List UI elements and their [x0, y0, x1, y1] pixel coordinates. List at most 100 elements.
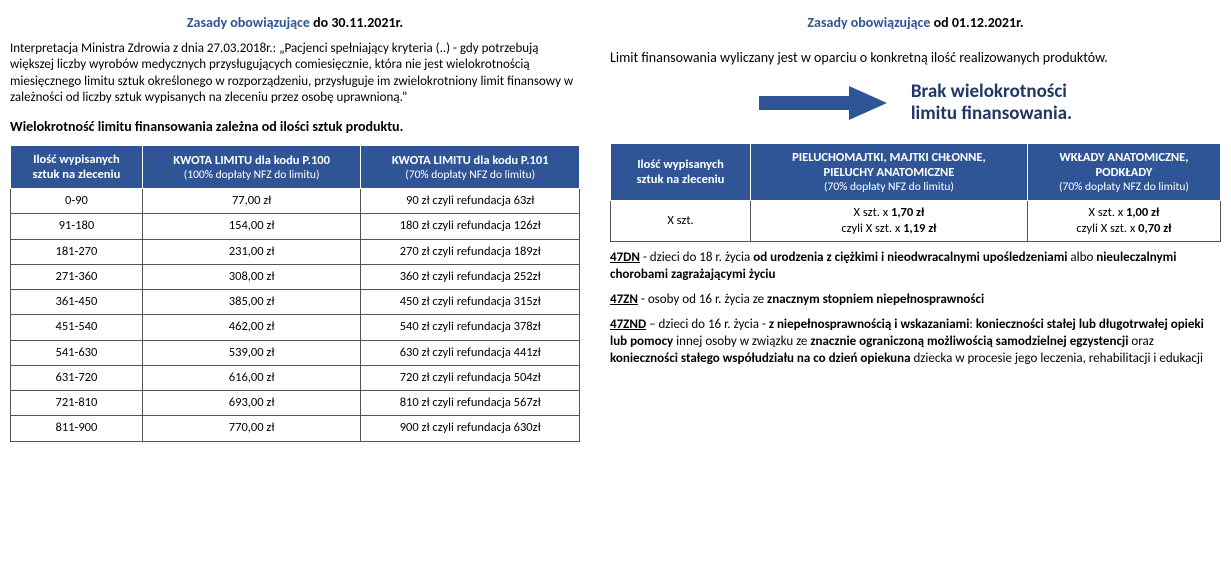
- rt-c-pre1: X szt. x: [1089, 205, 1126, 220]
- table-row: 181-270231,00 zł270 zł czyli refundacja …: [11, 239, 580, 264]
- right-table: Ilość wypisanych sztuk na zleceniu PIELU…: [610, 143, 1221, 243]
- code-47zn: 47ZN - osoby od 16 r. życia ze znacznym …: [610, 292, 1221, 309]
- codes-block: 47DN - dzieci do 18 r. życia od urodzeni…: [610, 250, 1221, 367]
- arrow-caption: Brak wielokrotności limitu finansowania.: [911, 81, 1072, 125]
- table-cell: 270 zł czyli refundacja 189zł: [361, 239, 580, 264]
- arrow-caption-l2: limitu finansowania.: [911, 102, 1072, 125]
- rt-c-pre2: czyli X szt. x: [1076, 221, 1138, 236]
- right-td-a: X szt.: [611, 200, 751, 242]
- table-cell: 810 zł czyli refundacja 567zł: [361, 391, 580, 416]
- right-heading-black: od 01.12.2021r.: [930, 14, 1023, 31]
- left-table-body: 0-9077,00 zł90 zł czyli refundacja 63zł9…: [11, 189, 580, 442]
- table-cell: 154,00 zł: [142, 214, 361, 239]
- table-row: 451-540462,00 zł540 zł czyli refundacja …: [11, 315, 580, 340]
- left-column: Zasady obowiązujące do 30.11.2021r. Inte…: [10, 10, 580, 442]
- left-table-header-row: Ilość wypisanych sztuk na zleceniu KWOTA…: [11, 146, 580, 189]
- table-cell: 271-360: [11, 264, 143, 289]
- left-th-1-l2: sztuk na zleceniu: [33, 167, 121, 182]
- right-th-2-l1: PIELUCHOMAJTKI, MAJTKI CHŁONNE,: [792, 150, 986, 165]
- left-heading-black: do 30.11.2021r.: [310, 14, 403, 31]
- code-47dn: 47DN - dzieci do 18 r. życia od urodzeni…: [610, 250, 1221, 284]
- right-th-3-l3: (70% dopłaty NFZ do limitu): [1036, 180, 1212, 194]
- table-cell: 360 zł czyli refundacja 252zł: [361, 264, 580, 289]
- left-th-2: KWOTA LIMITU dla kodu P.100 (100% dopłat…: [142, 146, 361, 189]
- table-cell: 308,00 zł: [142, 264, 361, 289]
- table-cell: 462,00 zł: [142, 315, 361, 340]
- left-th-3: KWOTA LIMITU dla kodu P.101 (70% dopłaty…: [361, 146, 580, 189]
- left-th-1-l1: Ilość wypisanych: [33, 152, 120, 167]
- rt-b-b2: 1,19 zł: [903, 221, 936, 236]
- table-cell: 361-450: [11, 290, 143, 315]
- c3-t1: – dzieci do 16 r. życia -: [646, 317, 769, 332]
- right-th-2-l3: (70% dopłaty NFZ do limitu): [759, 180, 1019, 194]
- table-cell: 721-810: [11, 391, 143, 416]
- table-row: 811-900770,00 zł900 zł czyli refundacja …: [11, 416, 580, 441]
- c2-b1: znacznym stopniem niepełnosprawności: [767, 292, 984, 307]
- right-table-header-row: Ilość wypisanych sztuk na zleceniu PIELU…: [611, 143, 1221, 200]
- right-th-2-l2: PIELUCHY ANATOMICZNE: [823, 165, 954, 180]
- table-cell: 0-90: [11, 189, 143, 214]
- left-th-3-l1: KWOTA LIMITU dla kodu P.101: [392, 153, 549, 168]
- right-th-3: WKŁADY ANATOMICZNE, PODKŁADY (70% dopłat…: [1027, 143, 1220, 200]
- table-row: 631-720616,00 zł720 zł czyli refundacja …: [11, 365, 580, 390]
- table-row: 721-810693,00 zł810 zł czyli refundacja …: [11, 391, 580, 416]
- right-column: Zasady obowiązujące od 01.12.2021r. Limi…: [610, 10, 1221, 442]
- table-row: 271-360308,00 zł360 zł czyli refundacja …: [11, 264, 580, 289]
- code-47zn-label: 47ZN: [610, 292, 638, 307]
- right-th-3-l2: PODKŁADY: [1096, 165, 1153, 180]
- c3-t3: innej osoby w związku ze: [673, 334, 810, 349]
- page: Zasady obowiązujące do 30.11.2021r. Inte…: [10, 10, 1221, 442]
- table-cell: 811-900: [11, 416, 143, 441]
- table-cell: 450 zł czyli refundacja 315zł: [361, 290, 580, 315]
- c3-b3: znacznie ograniczoną możliwością samodzi…: [810, 334, 1128, 349]
- c1-b1: od urodzenia z ciężkimi i nieodwracalnym…: [753, 250, 1067, 265]
- left-table: Ilość wypisanych sztuk na zleceniu KWOTA…: [10, 145, 580, 442]
- table-row: 541-630539,00 zł630 zł czyli refundacja …: [11, 340, 580, 365]
- c3-b1: z niepełnosprawnością i wskazaniami: [769, 317, 970, 332]
- c1-t1: - dzieci do 18 r. życia: [640, 250, 753, 265]
- arrow-icon: [759, 83, 889, 123]
- left-th-2-l2: (100% dopłaty NFZ do limitu): [151, 168, 353, 182]
- right-td-c: X szt. x 1,00 zł czyli X szt. x 0,70 zł: [1027, 200, 1220, 242]
- rt-b-pre2: czyli X szt. x: [841, 221, 903, 236]
- c3-b4: konieczności stałego współudziału na co …: [610, 351, 911, 366]
- table-cell: 385,00 zł: [142, 290, 361, 315]
- code-47znd: 47ZND – dzieci do 16 r. życia - z niepeł…: [610, 317, 1221, 368]
- table-row: 0-9077,00 zł90 zł czyli refundacja 63zł: [11, 189, 580, 214]
- table-cell: 541-630: [11, 340, 143, 365]
- rt-b-b1: 1,70 zł: [891, 205, 924, 220]
- left-heading: Zasady obowiązujące do 30.11.2021r.: [10, 14, 580, 31]
- table-cell: 231,00 zł: [142, 239, 361, 264]
- left-th-3-l2: (70% dopłaty NFZ do limitu): [369, 168, 571, 182]
- table-cell: 539,00 zł: [142, 340, 361, 365]
- right-table-row: X szt. X szt. x 1,70 zł czyli X szt. x 1…: [611, 200, 1221, 242]
- right-th-3-l1: WKŁADY ANATOMICZNE,: [1059, 150, 1188, 165]
- table-cell: 540 zł czyli refundacja 378zł: [361, 315, 580, 340]
- table-cell: 77,00 zł: [142, 189, 361, 214]
- table-cell: 770,00 zł: [142, 416, 361, 441]
- right-th-1-l1: Ilość wypisanych: [637, 157, 724, 172]
- arrow-caption-l1: Brak wielokrotności: [911, 80, 1067, 103]
- c2-t1: - osoby od 16 r. życia ze: [638, 292, 767, 307]
- rt-b-pre1: X szt. x: [854, 205, 891, 220]
- table-cell: 181-270: [11, 239, 143, 264]
- left-heading-blue: Zasady obowiązujące: [187, 14, 310, 31]
- c1-t2: albo: [1067, 250, 1096, 265]
- table-cell: 180 zł czyli refundacja 126zł: [361, 214, 580, 239]
- table-cell: 91-180: [11, 214, 143, 239]
- table-cell: 693,00 zł: [142, 391, 361, 416]
- table-cell: 630 zł czyli refundacja 441zł: [361, 340, 580, 365]
- right-th-1-l2: sztuk na zleceniu: [637, 172, 725, 187]
- rt-c-b2: 0,70 zł: [1138, 221, 1171, 236]
- left-th-1: Ilość wypisanych sztuk na zleceniu: [11, 146, 143, 189]
- right-td-b: X szt. x 1,70 zł czyli X szt. x 1,19 zł: [751, 200, 1028, 242]
- code-47znd-label: 47ZND: [610, 317, 646, 332]
- right-th-2: PIELUCHOMAJTKI, MAJTKI CHŁONNE, PIELUCHY…: [751, 143, 1028, 200]
- table-row: 361-450385,00 zł450 zł czyli refundacja …: [11, 290, 580, 315]
- left-intro: Interpretacja Ministra Zdrowia z dnia 27…: [10, 41, 580, 106]
- c3-t4: oraz: [1128, 334, 1153, 349]
- arrow-row: Brak wielokrotności limitu finansowania.: [610, 81, 1221, 125]
- table-row: 91-180154,00 zł180 zł czyli refundacja 1…: [11, 214, 580, 239]
- table-cell: 90 zł czyli refundacja 63zł: [361, 189, 580, 214]
- right-intro: Limit finansowania wyliczany jest w opar…: [610, 49, 1221, 67]
